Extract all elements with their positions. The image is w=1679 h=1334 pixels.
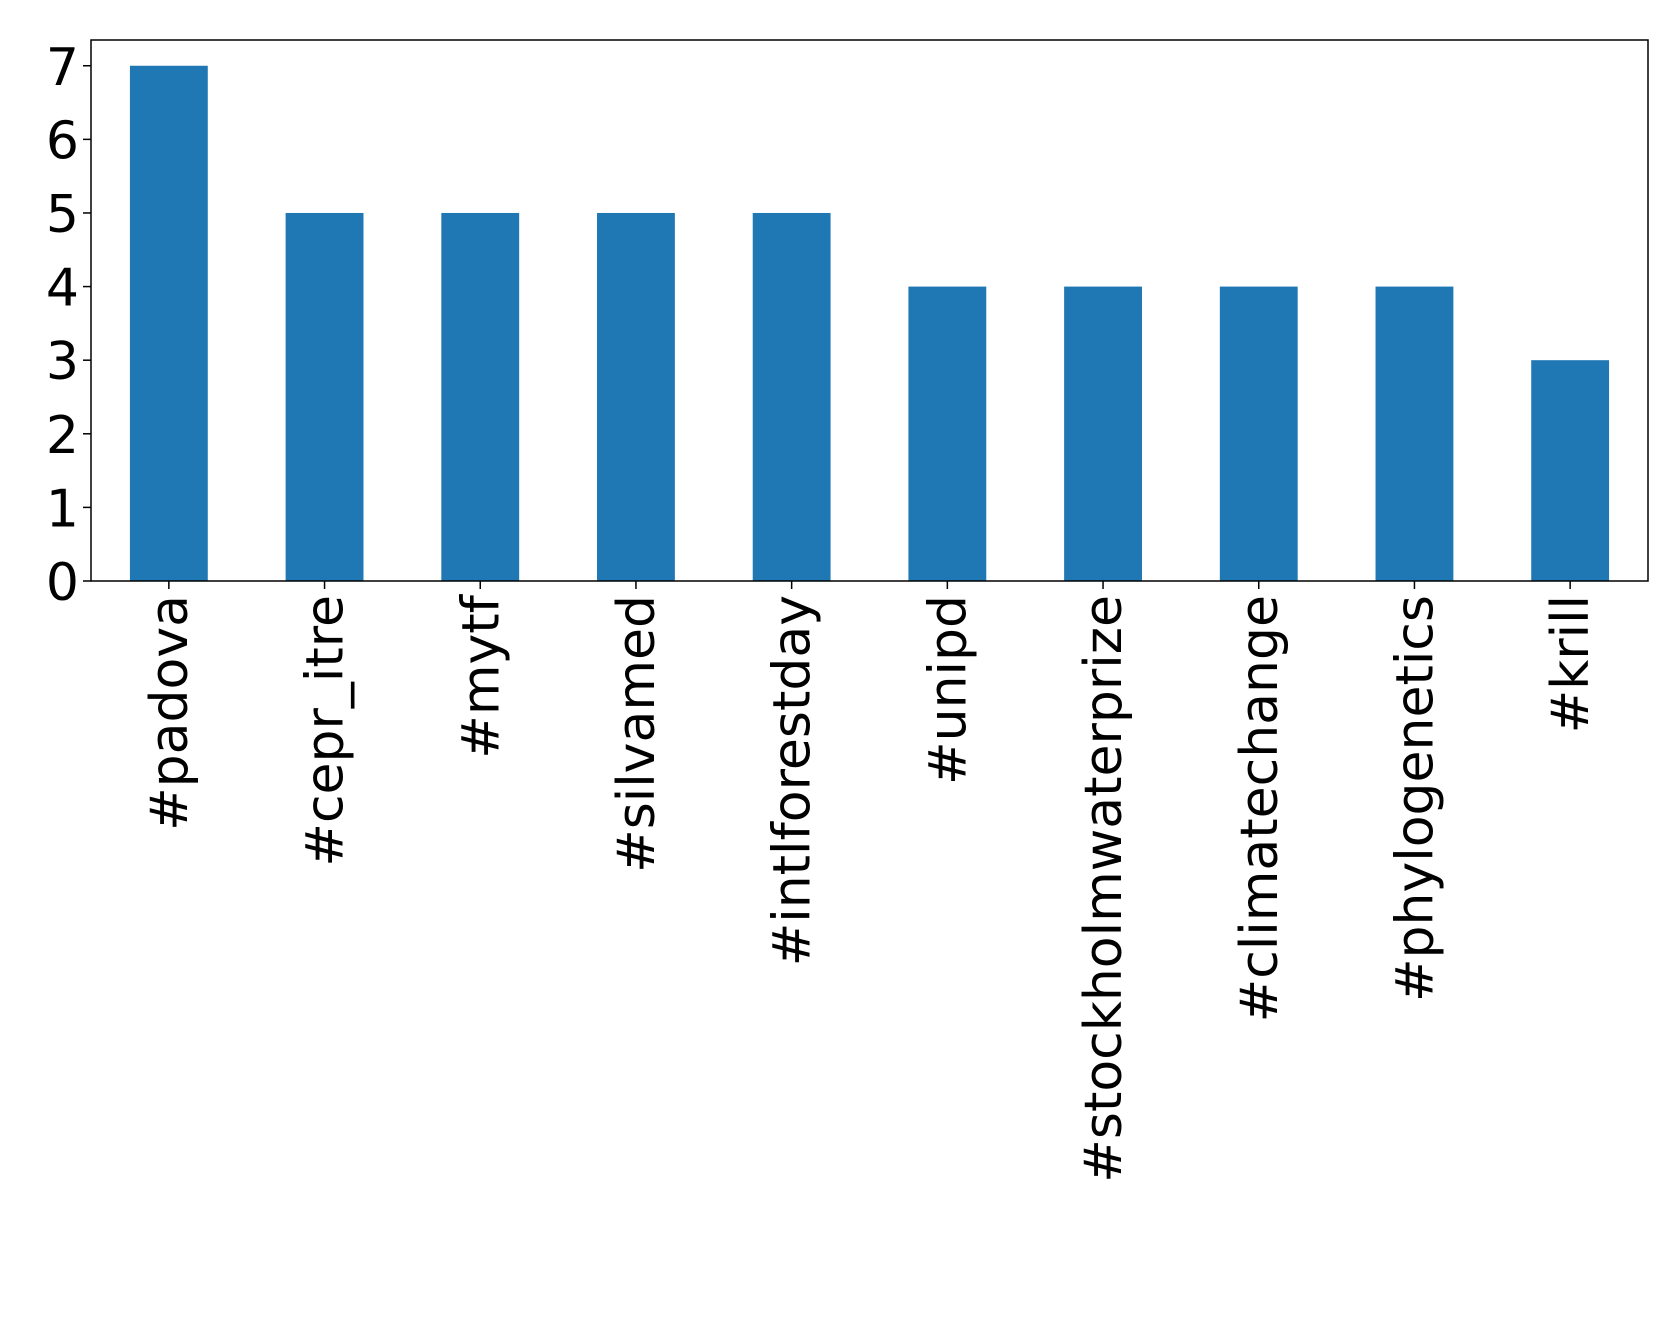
bar [1375, 286, 1454, 581]
x-tick-label: #silvamed [607, 595, 667, 873]
y-tick-label: 4 [46, 259, 79, 319]
y-tick-label: 3 [46, 332, 79, 392]
x-tick-label: #phylogenetics [1385, 595, 1445, 1002]
y-tick-label: 2 [46, 406, 79, 466]
bar [129, 65, 208, 581]
bar [752, 212, 831, 582]
axes-frame [90, 39, 1649, 582]
x-tick-label: #padova [140, 595, 200, 831]
x-tick-label: #cepr_itre [296, 595, 356, 867]
y-tick-label: 5 [46, 185, 79, 245]
y-tick-label: 0 [46, 553, 79, 613]
y-tick-label: 1 [46, 479, 79, 539]
bar [285, 212, 364, 582]
bar [597, 212, 675, 582]
bar [441, 212, 520, 582]
bar [908, 286, 987, 581]
x-tick-label: #unipd [918, 595, 978, 785]
x-tick-label: #mytf [451, 593, 511, 758]
y-tick-label: 7 [46, 38, 79, 98]
bar [1064, 286, 1142, 581]
x-tick-label: #krill [1541, 595, 1601, 733]
x-tick-label: #stockholmwaterprize [1074, 595, 1134, 1183]
bar [1219, 286, 1298, 581]
y-tick-label: 6 [46, 111, 79, 171]
x-tick-label: #intlforestday [763, 595, 823, 966]
bar [1531, 360, 1610, 581]
x-tick-label: #climatechange [1230, 595, 1290, 1022]
